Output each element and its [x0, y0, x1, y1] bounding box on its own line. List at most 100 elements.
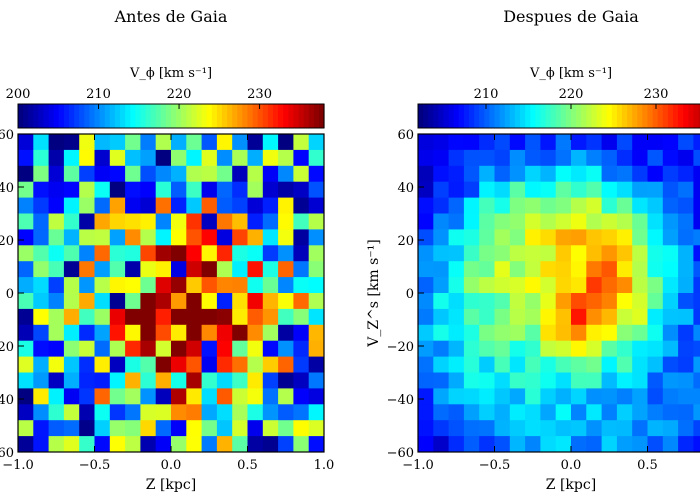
heatmap-cell — [125, 229, 141, 246]
heatmap-cell — [601, 181, 618, 199]
colorbar-segment — [418, 104, 424, 128]
x-axis-label: Z [kpc] — [146, 477, 196, 493]
heatmap-cell — [632, 277, 648, 294]
colorbar-segment — [591, 104, 598, 128]
heatmap-cell — [525, 197, 541, 214]
heatmap-cell — [433, 308, 450, 326]
heatmap-cell — [216, 388, 233, 405]
heatmap-cell — [571, 277, 587, 294]
heatmap-cell — [540, 436, 557, 453]
heatmap-cell — [586, 149, 603, 167]
heatmap-cell — [448, 340, 465, 358]
heatmap-cell — [140, 388, 157, 405]
heatmap-cell — [616, 388, 633, 405]
heatmap-cell — [662, 372, 679, 389]
heatmap-cell — [693, 245, 700, 262]
heatmap-cell — [140, 420, 157, 437]
heatmap-cell — [216, 404, 233, 421]
heatmap-cell — [494, 356, 511, 373]
heatmap-cell — [201, 213, 218, 230]
heatmap-cell — [232, 149, 248, 167]
heatmap-cell — [155, 261, 172, 278]
heatmap-cell — [586, 261, 603, 278]
heatmap-cell — [186, 293, 203, 310]
heatmap-cell — [555, 340, 572, 358]
heatmap-cell — [171, 404, 187, 421]
heatmap-cell — [678, 436, 694, 453]
heatmap-cell — [418, 245, 434, 262]
heatmap-cell — [433, 245, 450, 262]
heatmap-cell — [693, 134, 700, 151]
heatmap-cell — [109, 229, 126, 246]
heatmap-cell — [632, 436, 648, 453]
heatmap-cell — [278, 308, 294, 326]
heatmap-cell — [186, 197, 203, 214]
heatmap-cell — [308, 372, 325, 389]
heatmap-cell — [308, 134, 325, 151]
heatmap-cell — [171, 213, 187, 230]
heatmap-cell — [308, 404, 325, 421]
heatmap-cell — [109, 165, 126, 183]
heatmap-cell — [433, 149, 450, 167]
heatmap-cell — [555, 134, 572, 151]
colorbar-segment — [474, 104, 480, 128]
colorbar-segment — [698, 104, 700, 128]
heatmap-cell — [171, 340, 187, 358]
heatmap-cell — [448, 229, 465, 246]
heatmap-cell — [201, 420, 218, 437]
heatmap-cell — [48, 181, 65, 199]
colorbar-tick-label: 220 — [167, 87, 192, 102]
heatmap-cell — [171, 372, 187, 389]
heatmap-cell — [448, 165, 465, 183]
heatmap-cell — [448, 293, 465, 310]
heatmap-cell — [201, 245, 218, 262]
heatmap-cell — [278, 261, 294, 278]
heatmap-cell — [693, 372, 700, 389]
heatmap-cell — [171, 308, 187, 326]
heatmap-cell — [140, 213, 157, 230]
heatmap-cell — [171, 149, 187, 167]
heatmap-cell — [678, 340, 694, 358]
heatmap-cell — [616, 245, 633, 262]
heatmap-cell — [693, 165, 700, 183]
heatmap-cell — [79, 197, 95, 214]
heatmap-cell — [433, 436, 450, 453]
heatmap-cell — [678, 420, 694, 437]
heatmap-cell — [479, 372, 495, 389]
heatmap-cell — [155, 277, 172, 294]
colorbar-tick-label: 210 — [86, 87, 111, 102]
heatmap-cell — [540, 293, 557, 310]
heatmap-cell — [693, 340, 700, 358]
heatmap-cell — [186, 436, 203, 453]
colorbar-segment — [237, 104, 243, 128]
heatmap-cell — [232, 356, 248, 373]
heatmap-cell — [632, 356, 648, 373]
heatmap-cell — [586, 229, 603, 246]
heatmap-cell — [678, 213, 694, 230]
heatmap-cell — [109, 293, 126, 310]
colorbar-segment — [283, 104, 289, 128]
heatmap-cell — [186, 149, 203, 167]
heatmap-cell — [262, 213, 279, 230]
heatmap-cell — [632, 388, 648, 405]
heatmap-cell — [418, 149, 434, 167]
colorbar-segment — [606, 104, 613, 128]
colorbar-segment — [135, 104, 141, 128]
heatmap-cell — [662, 324, 679, 342]
heatmap-cell — [94, 134, 111, 151]
heatmap-cell — [540, 372, 557, 389]
colorbar-segment — [18, 104, 24, 128]
heatmap-cell — [616, 149, 633, 167]
heatmap-cell — [525, 340, 541, 358]
heatmap-cell — [278, 404, 294, 421]
heatmap-cell — [94, 229, 111, 246]
heatmap-cell — [571, 149, 587, 167]
heatmap-cell — [125, 277, 141, 294]
colorbar-segment — [540, 104, 547, 128]
colorbar-segment — [622, 104, 628, 128]
heatmap-cell — [540, 245, 557, 262]
heatmap-cell — [509, 229, 526, 246]
heatmap-cell — [494, 340, 511, 358]
heatmap-cell — [647, 293, 664, 310]
heatmap-cell — [109, 356, 126, 373]
